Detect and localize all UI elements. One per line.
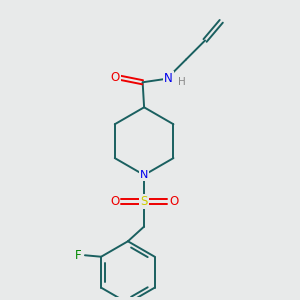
Text: O: O bbox=[110, 195, 119, 208]
Text: O: O bbox=[169, 195, 178, 208]
Text: F: F bbox=[75, 249, 82, 262]
Text: O: O bbox=[111, 71, 120, 84]
Text: H: H bbox=[178, 77, 186, 87]
Text: N: N bbox=[140, 170, 148, 180]
Text: N: N bbox=[164, 72, 172, 85]
Text: S: S bbox=[140, 195, 148, 208]
